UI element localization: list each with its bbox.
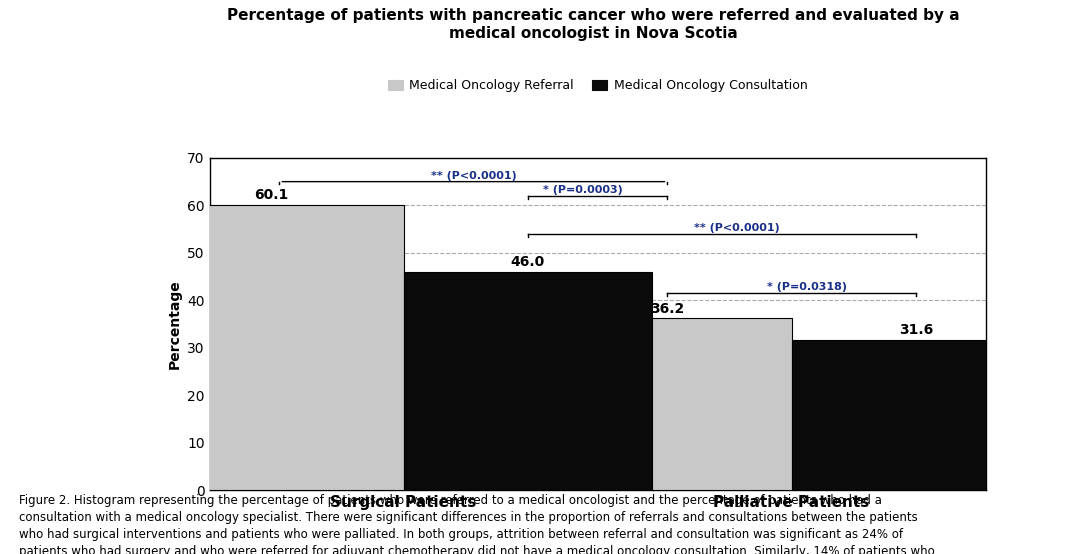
Bar xyxy=(543,319,791,490)
Text: * (P=0.0318): * (P=0.0318) xyxy=(768,283,847,293)
Text: 31.6: 31.6 xyxy=(899,324,933,337)
Text: * (P=0.0003): * (P=0.0003) xyxy=(543,185,623,195)
Text: ** (P<0.0001): ** (P<0.0001) xyxy=(431,171,516,181)
Text: 46.0: 46.0 xyxy=(511,255,545,269)
Legend: Medical Oncology Referral, Medical Oncology Consultation: Medical Oncology Referral, Medical Oncol… xyxy=(383,74,812,98)
Y-axis label: Percentage: Percentage xyxy=(168,279,182,369)
Text: Figure 2. Histogram representing the percentage of patients who were referred to: Figure 2. Histogram representing the per… xyxy=(19,494,935,554)
Bar xyxy=(791,340,1040,490)
Text: 36.2: 36.2 xyxy=(650,301,684,316)
Text: 60.1: 60.1 xyxy=(254,188,289,202)
Text: ** (P<0.0001): ** (P<0.0001) xyxy=(695,223,780,233)
Bar xyxy=(155,205,404,490)
Bar xyxy=(404,272,652,490)
Text: Percentage of patients with pancreatic cancer who were referred and evaluated by: Percentage of patients with pancreatic c… xyxy=(227,8,960,40)
